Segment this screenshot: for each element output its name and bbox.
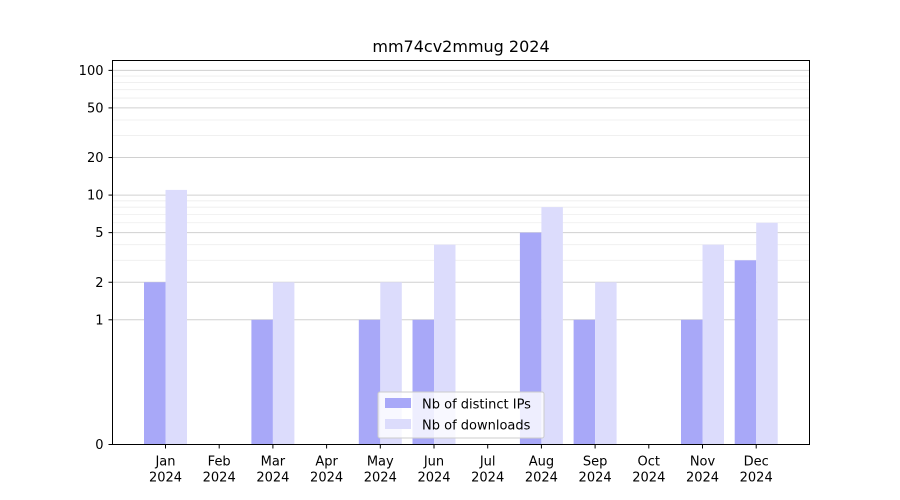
bar-distinct-ips	[573, 319, 596, 445]
legend: Nb of distinct IPs Nb of downloads	[377, 391, 545, 439]
bar-downloads	[756, 222, 778, 445]
y-tick-label: 0	[95, 438, 103, 453]
bar-downloads	[595, 282, 617, 445]
chart-title: mm74cv2mmug 2024	[372, 37, 549, 56]
x-tick-label: Apr 2024	[310, 455, 343, 486]
legend-swatch-downloads	[385, 419, 411, 429]
bar-distinct-ips	[251, 319, 273, 445]
bar-distinct-ips	[144, 282, 166, 445]
bar-downloads	[702, 244, 724, 445]
bar-distinct-ips	[358, 319, 381, 445]
y-tick-label: 1	[95, 313, 103, 328]
bar-distinct-ips	[681, 319, 703, 445]
x-tick-label: Sep 2024	[579, 455, 612, 486]
x-tick-label: Oct 2024	[632, 455, 665, 486]
bar-downloads	[541, 207, 563, 445]
y-tick-label: 100	[79, 64, 104, 79]
y-tick-label: 10	[87, 189, 104, 204]
plot-frame	[112, 60, 810, 445]
x-tick-label: Aug 2024	[525, 455, 558, 486]
bar-distinct-ips	[734, 260, 757, 445]
y-axis: 0 1 2 5 10 20 50 100	[79, 64, 113, 453]
y-tick-label: 50	[87, 101, 104, 116]
x-tick-label: Jul 2024	[471, 455, 504, 486]
x-tick-label: Nov 2024	[686, 455, 719, 486]
legend-box	[377, 391, 545, 439]
y-tick-label: 5	[95, 226, 103, 241]
legend-swatch-ips	[385, 398, 411, 408]
x-tick-label: Mar 2024	[256, 455, 289, 486]
y-tick-label: 20	[87, 151, 104, 166]
x-tick-label: Jun 2024	[417, 455, 450, 486]
x-axis: Jan 2024 Feb 2024 Mar 2024 Apr 2024 May 2024 Jun 20…	[149, 444, 773, 486]
bar-downloads	[165, 189, 187, 445]
y-tick-label: 2	[95, 276, 103, 291]
x-tick-label: May 2024	[364, 455, 397, 486]
x-tick-label: Dec 2024	[740, 455, 773, 486]
legend-label-downloads: Nb of downloads	[422, 419, 531, 434]
x-tick-label: Feb 2024	[203, 455, 236, 486]
legend-label-ips: Nb of distinct IPs	[422, 398, 531, 413]
bar-downloads	[272, 282, 295, 445]
x-tick-label: Jan 2024	[149, 455, 182, 486]
